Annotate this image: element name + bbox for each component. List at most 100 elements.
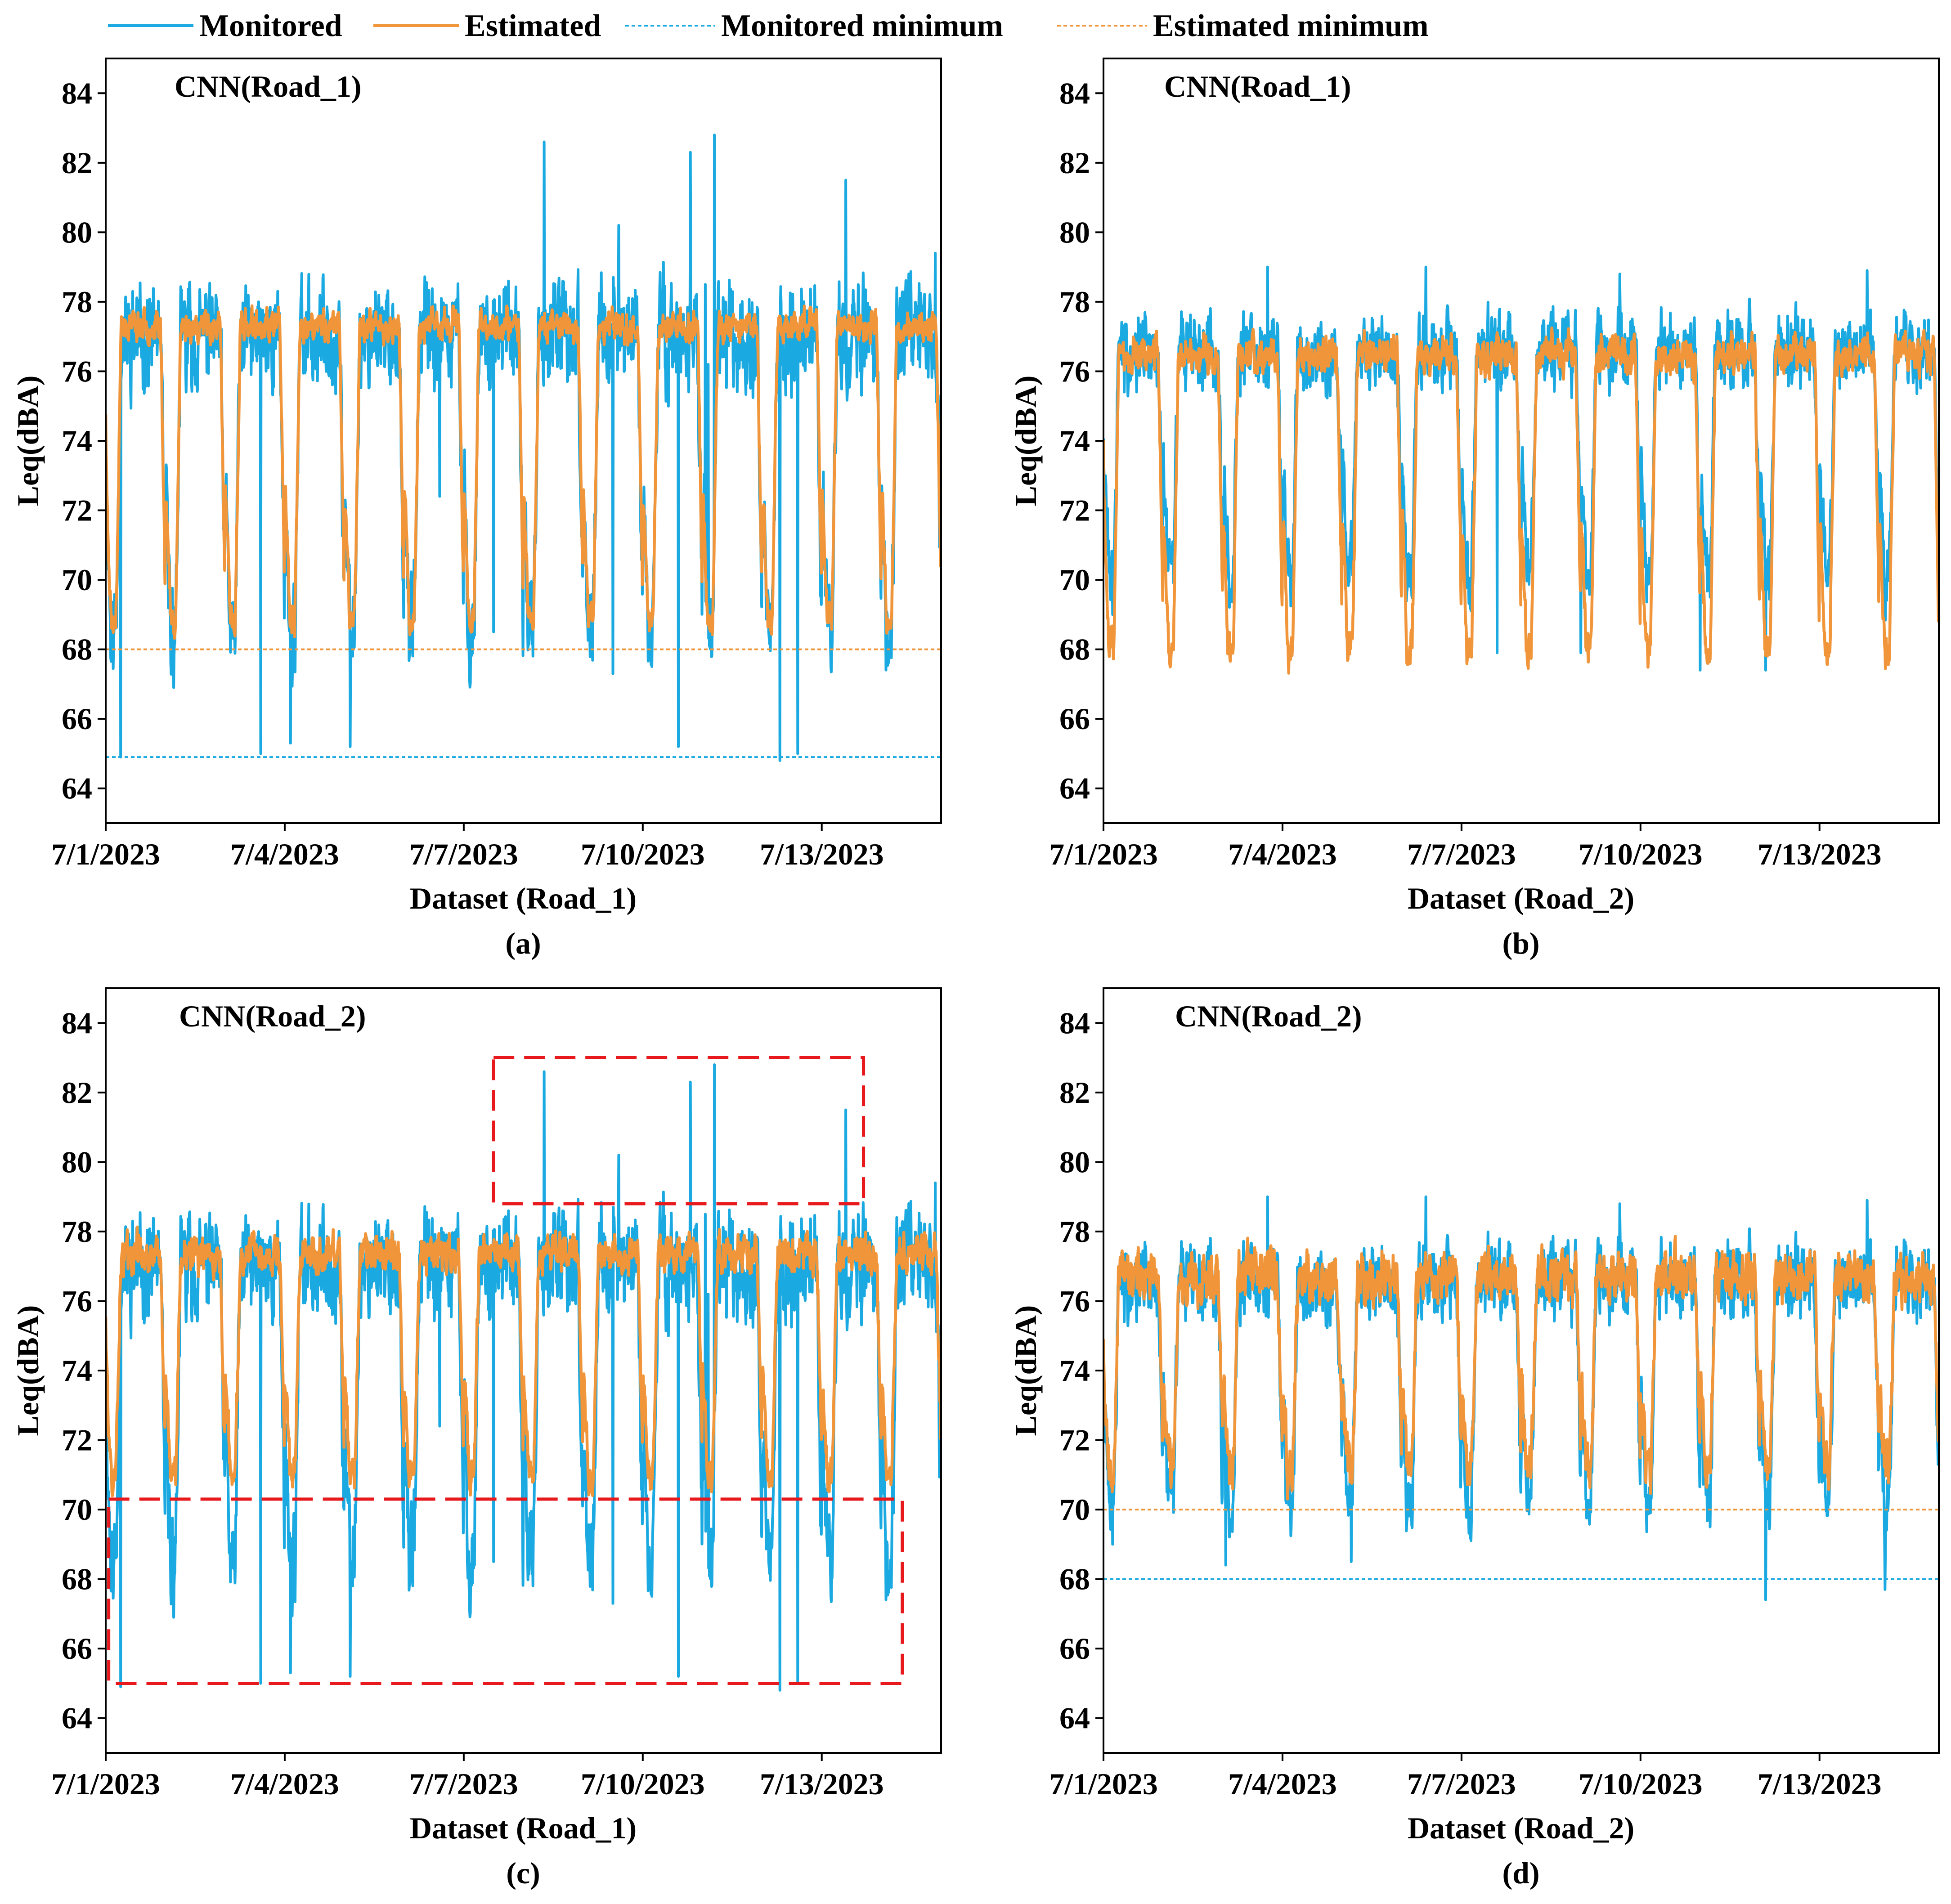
plot-area <box>1103 265 1939 675</box>
y-tick-label: 74 <box>62 424 92 458</box>
chart-panel-0: 64 66 68 70 72 74 76 78 80 82 84 7/1/2023 7/4/2023 7/… <box>11 58 942 960</box>
series-monitored <box>106 134 941 762</box>
y-tick-label: 64 <box>62 771 92 806</box>
y-tick-label: 76 <box>62 1284 92 1318</box>
y-tick-label: 66 <box>62 1631 92 1666</box>
x-axis-label: Dataset (Road_1) <box>410 881 637 915</box>
series-estimated <box>1103 1235 1939 1501</box>
y-axis-label: Leq(dBA) <box>1009 376 1043 506</box>
y-tick-label: 84 <box>62 76 92 110</box>
x-axis-label: Dataset (Road_2) <box>1408 881 1634 915</box>
y-tick-label: 80 <box>62 1145 92 1179</box>
y-tick-label: 80 <box>62 215 92 249</box>
panel-letter: (a) <box>505 926 541 960</box>
legend: Monitored Estimated Monitored minimum Estim… <box>108 9 1429 43</box>
y-tick-label: 74 <box>1059 1353 1090 1388</box>
plot-area <box>106 1063 941 1692</box>
panel-letter: (b) <box>1502 926 1539 960</box>
chart-panel-3: 64 66 68 70 72 74 76 78 80 82 84 7/1/2023 7/4/2023 7/… <box>1009 987 1940 1890</box>
y-axis-label: Leq(dBA) <box>11 1305 45 1436</box>
y-tick-label: 64 <box>1059 1701 1090 1735</box>
y-tick-label: 74 <box>62 1353 92 1388</box>
panels: 64 66 68 70 72 74 76 78 80 82 84 7/1/2023 7/4/2023 7/… <box>11 58 1940 1890</box>
legend-label-monitored-minimum: Monitored minimum <box>721 9 1003 43</box>
y-tick-label: 64 <box>62 1701 92 1735</box>
chart-title: CNN(Road_2) <box>1175 999 1362 1033</box>
y-tick-label: 68 <box>62 1562 92 1596</box>
y-tick-label: 78 <box>1059 285 1090 319</box>
y-tick-label: 72 <box>62 493 92 528</box>
panel-letter: (d) <box>1502 1856 1539 1890</box>
y-tick-label: 70 <box>1059 563 1090 597</box>
plot-area <box>106 134 941 762</box>
y-tick-label: 66 <box>1059 702 1090 736</box>
y-tick-label: 66 <box>1059 1631 1090 1666</box>
y-tick-label: 70 <box>62 563 92 597</box>
y-tick-label: 76 <box>62 354 92 388</box>
series-monitored <box>1103 265 1939 672</box>
x-tick-label: 7/13/2023 <box>760 837 884 871</box>
y-tick-label: 80 <box>1059 215 1090 249</box>
x-tick-label: 7/13/2023 <box>760 1767 884 1801</box>
x-tick-label: 7/1/2023 <box>1049 1767 1158 1801</box>
series-estimated <box>1103 326 1939 675</box>
x-tick-label: 7/13/2023 <box>1758 837 1882 871</box>
x-tick-label: 7/13/2023 <box>1758 1767 1882 1801</box>
y-tick-label: 72 <box>1059 1423 1090 1457</box>
y-tick-label: 66 <box>62 702 92 736</box>
series-estimated <box>106 304 941 640</box>
x-tick-label: 7/10/2023 <box>1579 1767 1703 1801</box>
x-tick-label: 7/10/2023 <box>581 1767 705 1801</box>
chart-title: CNN(Road_1) <box>175 69 362 103</box>
x-tick-label: 7/10/2023 <box>581 837 705 871</box>
y-tick-label: 72 <box>62 1423 92 1457</box>
plot-frame <box>1103 58 1940 824</box>
y-tick-label: 68 <box>1059 632 1090 667</box>
x-tick-label: 7/7/2023 <box>1407 1767 1516 1801</box>
series-estimated <box>106 1225 941 1497</box>
plot-frame <box>105 987 942 1754</box>
y-tick-label: 84 <box>62 1006 92 1040</box>
y-tick-label: 70 <box>62 1492 92 1527</box>
x-axis-label: Dataset (Road_1) <box>410 1811 637 1845</box>
x-tick-label: 7/4/2023 <box>1228 1767 1337 1801</box>
y-tick-label: 74 <box>1059 424 1090 458</box>
y-tick-label: 76 <box>1059 1284 1090 1318</box>
x-axis-label: Dataset (Road_2) <box>1408 1811 1634 1845</box>
x-tick-label: 7/4/2023 <box>230 837 339 871</box>
x-tick-label: 7/7/2023 <box>1407 837 1516 871</box>
highlight-box-0 <box>492 1056 866 1205</box>
x-tick-label: 7/4/2023 <box>1228 837 1337 871</box>
y-axis-label: Leq(dBA) <box>1009 1305 1043 1436</box>
y-tick-label: 82 <box>1059 146 1090 180</box>
panel-letter: (c) <box>506 1856 540 1890</box>
y-tick-label: 72 <box>1059 493 1090 528</box>
plot-frame <box>105 58 942 824</box>
legend-label-estimated-minimum: Estimated minimum <box>1153 9 1429 43</box>
chart-panel-1: 64 66 68 70 72 74 76 78 80 82 84 7/1/2023 7/4/2023 7/… <box>1009 58 1940 960</box>
y-tick-label: 84 <box>1059 76 1090 110</box>
y-tick-label: 82 <box>62 146 92 180</box>
legend-label-estimated: Estimated <box>465 9 601 43</box>
y-tick-label: 68 <box>62 632 92 667</box>
chart-panel-2: 64 66 68 70 72 74 76 78 80 82 84 7/1/2023 7/4/2023 7/… <box>11 987 942 1890</box>
y-tick-label: 84 <box>1059 1006 1090 1040</box>
chart-title: CNN(Road_2) <box>179 999 366 1033</box>
y-tick-label: 70 <box>1059 1492 1090 1527</box>
y-tick-label: 68 <box>1059 1562 1090 1596</box>
x-tick-label: 7/4/2023 <box>230 1767 339 1801</box>
x-tick-label: 7/1/2023 <box>51 837 160 871</box>
y-tick-label: 82 <box>62 1075 92 1110</box>
y-tick-label: 82 <box>1059 1075 1090 1110</box>
x-tick-label: 7/7/2023 <box>409 1767 518 1801</box>
legend-label-monitored: Monitored <box>199 9 342 43</box>
y-tick-label: 78 <box>62 285 92 319</box>
x-tick-label: 7/10/2023 <box>1579 837 1703 871</box>
y-tick-label: 78 <box>62 1214 92 1249</box>
chart-title: CNN(Road_1) <box>1164 69 1351 103</box>
x-tick-label: 7/7/2023 <box>409 837 518 871</box>
plot-area <box>1103 1195 1939 1601</box>
y-tick-label: 80 <box>1059 1145 1090 1179</box>
y-tick-label: 76 <box>1059 354 1090 388</box>
